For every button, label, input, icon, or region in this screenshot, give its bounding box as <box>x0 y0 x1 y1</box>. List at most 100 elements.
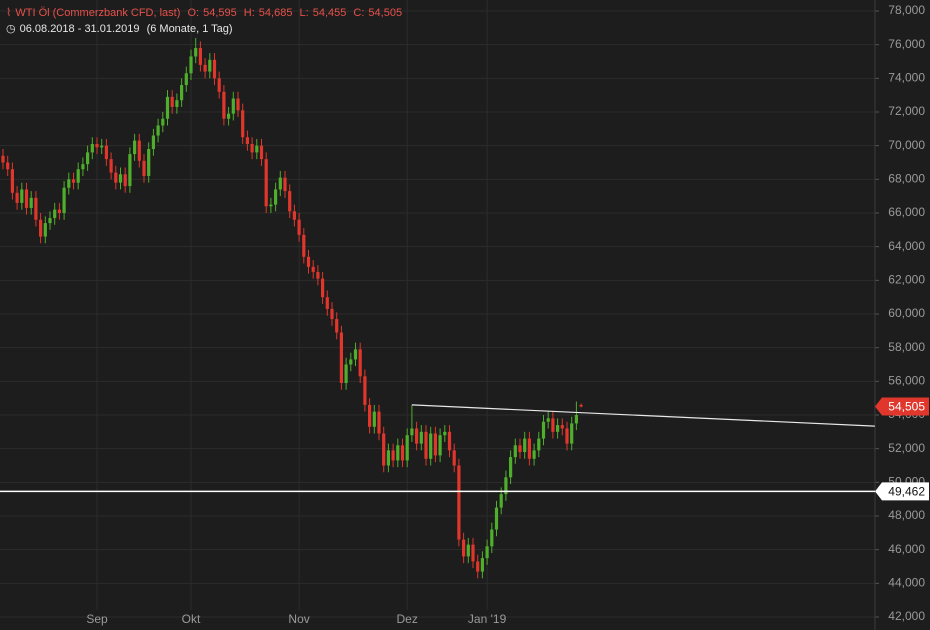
candle-body <box>29 197 33 208</box>
candle-body <box>325 297 329 309</box>
y-tick-label: 68,000 <box>888 172 925 186</box>
candle-body <box>212 59 217 79</box>
x-tick-label: Dez <box>397 612 418 626</box>
candle-body <box>147 149 151 176</box>
date-range: 06.08.2018 - 31.01.2019 <box>19 23 140 35</box>
candle-body <box>227 113 231 119</box>
candle-body <box>62 187 66 213</box>
candle-body <box>321 278 325 298</box>
y-tick-label: 44,000 <box>888 576 925 590</box>
candle-body <box>264 159 268 207</box>
y-tick-label: 66,000 <box>888 205 925 219</box>
candle-body <box>466 544 470 557</box>
candle-body <box>457 465 461 540</box>
ohlc-value: 54,505 <box>368 7 403 19</box>
candle-body <box>527 438 531 459</box>
candle-body <box>180 85 184 101</box>
candle-body <box>396 445 400 461</box>
candle-body <box>523 438 527 453</box>
y-tick-label: 46,000 <box>888 542 925 556</box>
ohlc-value: 54,455 <box>312 7 347 19</box>
candle-body <box>217 78 221 92</box>
candle-body <box>156 125 160 136</box>
candle-body <box>358 349 362 377</box>
candle-body <box>551 418 555 432</box>
candle-body <box>292 211 296 220</box>
range-line: ◷ 06.08.2018 - 31.01.2019 (6 Monate, 1 Ta… <box>6 22 237 35</box>
candle-body <box>471 544 475 562</box>
x-tick-label: Jan '19 <box>468 612 507 626</box>
candle-body <box>20 189 24 203</box>
candle-body <box>391 450 395 461</box>
candle-body <box>39 219 43 237</box>
y-tick-label: 56,000 <box>888 374 925 388</box>
candle-body <box>410 428 414 436</box>
candle-body <box>415 428 419 444</box>
period: (6 Monate, 1 Tag) <box>146 23 233 35</box>
candle-body <box>76 169 80 183</box>
candle-body <box>565 428 569 444</box>
ohlc-value: 54,685 <box>258 7 293 19</box>
ohlc-label: C: <box>353 7 365 19</box>
candle-body <box>433 433 437 456</box>
candle-body <box>452 450 456 466</box>
y-tick-label: 74,000 <box>888 71 925 85</box>
candle-body <box>194 48 198 57</box>
candle-body <box>556 425 560 432</box>
candle-body <box>81 164 85 170</box>
candle-body <box>335 319 339 333</box>
header-line: ⌇ WTI Öl (Commerzbank CFD, last) O: 54,595… <box>6 6 406 19</box>
price-tag <box>875 482 929 501</box>
candle-body <box>574 415 578 424</box>
candle-body <box>48 218 52 224</box>
candle-body <box>316 271 320 279</box>
candle-body <box>53 209 57 219</box>
candle-body <box>546 418 550 422</box>
candle-body <box>161 118 165 126</box>
ohlc-value: 54,595 <box>203 7 237 19</box>
candle-body <box>24 189 29 208</box>
candle-body <box>518 445 522 453</box>
candle-body <box>34 197 38 220</box>
x-tick-label: Nov <box>288 612 309 626</box>
candle-body <box>513 445 517 458</box>
y-tick-label: 70,000 <box>888 138 925 152</box>
candle-body <box>137 140 141 161</box>
candle-body <box>151 135 155 150</box>
candle-body <box>255 145 259 153</box>
candle-body <box>86 152 90 165</box>
candle-body <box>349 359 353 365</box>
candle-body <box>419 431 423 444</box>
candle-body <box>353 349 358 360</box>
candle-body <box>429 433 433 459</box>
candle-body <box>485 546 489 559</box>
candle-body <box>198 48 202 65</box>
candle-body <box>184 73 188 86</box>
candle-body <box>330 308 334 320</box>
candle-body <box>443 431 447 436</box>
candle-body <box>175 100 179 107</box>
y-tick-label: 64,000 <box>888 239 925 253</box>
candle-body <box>311 266 315 272</box>
candle-body <box>288 191 292 212</box>
candle-body <box>15 192 19 203</box>
candle-body <box>424 431 428 459</box>
candle-body <box>400 445 405 461</box>
x-tick-label: Sep <box>86 612 108 626</box>
candle-body <box>128 154 132 187</box>
candle-body <box>297 219 301 235</box>
candle-body <box>259 145 264 160</box>
candle-body <box>222 91 226 119</box>
candle-body <box>363 376 367 405</box>
y-tick-label: 52,000 <box>888 441 925 455</box>
candle-body <box>438 435 442 456</box>
y-tick-label: 62,000 <box>888 273 925 287</box>
candle-body <box>67 179 71 188</box>
ohlc-label: O: <box>187 7 200 19</box>
candle-body <box>499 494 503 508</box>
candle-body <box>189 56 193 74</box>
candle-body <box>490 529 494 547</box>
candle-body <box>386 450 390 466</box>
